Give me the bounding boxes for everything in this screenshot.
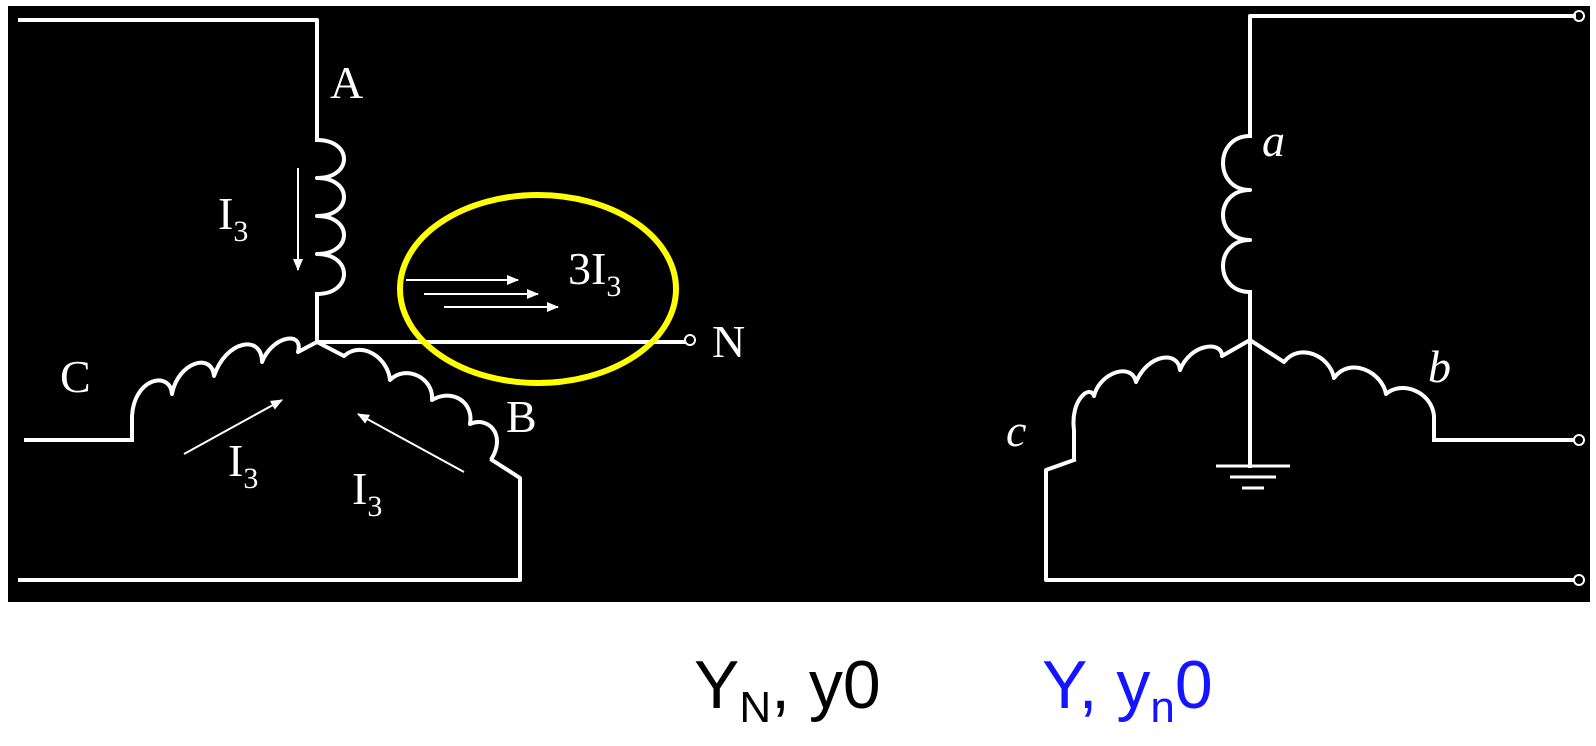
label-current-phase-a: I3 <box>218 188 248 248</box>
primary-labels: A B C N I3 I3 I3 3I3 <box>60 57 745 523</box>
secondary-phase-a-coil <box>1221 133 1253 295</box>
phase-c-coil <box>130 336 320 440</box>
neutral-current-highlight <box>397 192 679 386</box>
label-phase-a: A <box>330 57 363 108</box>
secondary-phase-c-lead <box>1044 457 1574 582</box>
phase-c-current-arrow <box>183 399 283 455</box>
terminal-c <box>1573 574 1585 586</box>
secondary-phase-b-coil <box>1247 337 1436 440</box>
primary-wye-winding <box>18 18 696 582</box>
diagram-panel <box>8 6 1590 602</box>
phase-b-current-arrow <box>357 413 465 473</box>
neutral-terminal <box>684 334 696 346</box>
terminal-a <box>1573 10 1585 22</box>
label-neutral-current: 3I3 <box>568 243 621 303</box>
label-secondary-c: c <box>1006 405 1026 456</box>
caption-left: YN, y0 <box>694 647 881 732</box>
caption-right: Y, yn0 <box>1042 647 1213 732</box>
label-phase-b: B <box>506 391 537 442</box>
terminal-b <box>1573 434 1585 446</box>
phase-b-coil <box>314 339 499 461</box>
primary-current-arrows <box>183 168 559 473</box>
phase-b-lead <box>18 457 522 582</box>
label-secondary-b: b <box>1428 341 1451 392</box>
secondary-wye-winding <box>1044 14 1576 582</box>
label-current-phase-c: I3 <box>228 435 258 495</box>
label-secondary-a: a <box>1262 115 1285 166</box>
label-current-phase-b: I3 <box>352 463 382 523</box>
phase-a-lead <box>18 18 319 142</box>
secondary-phase-a-lead <box>1248 14 1576 138</box>
secondary-phase-c-coil <box>1071 337 1253 460</box>
secondary-labels: a b c <box>1006 115 1451 456</box>
ground-icon <box>1216 464 1290 490</box>
phase-a-coil <box>314 137 346 297</box>
secondary-terminals <box>1573 10 1585 586</box>
label-neutral: N <box>712 316 745 367</box>
label-phase-c: C <box>60 351 91 402</box>
